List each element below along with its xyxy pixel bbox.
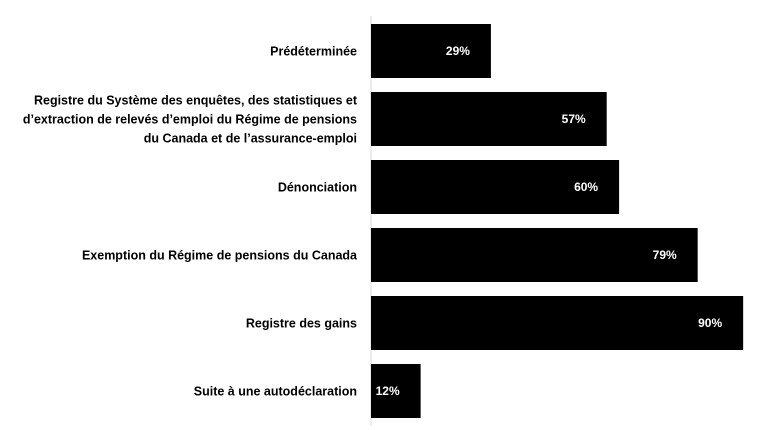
value-label-2: 60% bbox=[574, 180, 598, 194]
category-label-line: du Canada et de l’assurance-emploi bbox=[144, 132, 357, 146]
value-label-3: 79% bbox=[653, 248, 677, 262]
bar-0 bbox=[371, 24, 491, 78]
category-label-5: Suite à une autodéclaration bbox=[194, 385, 357, 399]
value-label-1: 57% bbox=[562, 112, 586, 126]
bar-5 bbox=[371, 364, 421, 418]
category-label-line: Prédéterminée bbox=[270, 45, 357, 59]
bar-2 bbox=[371, 160, 620, 214]
bar-1 bbox=[371, 92, 607, 146]
category-label-line: d’extraction de relevés d’emploi du Régi… bbox=[23, 113, 357, 127]
category-label-3: Exemption du Régime de pensions du Canad… bbox=[82, 249, 358, 263]
category-label-line: Suite à une autodéclaration bbox=[194, 385, 357, 399]
value-labels-group: 29% 57% 60% 79% 90% 12% bbox=[376, 44, 723, 398]
category-label-2: Dénonciation bbox=[278, 181, 357, 195]
category-label-4: Registre des gains bbox=[246, 317, 357, 331]
category-label-line: Dénonciation bbox=[278, 181, 357, 195]
category-labels-group: Prédéterminée Registre du Système des enq… bbox=[23, 45, 358, 399]
category-label-line: Exemption du Régime de pensions du Canad… bbox=[82, 249, 358, 263]
value-label-5: 12% bbox=[376, 384, 400, 398]
category-label-1: Registre du Système des enquêtes, des st… bbox=[23, 94, 358, 146]
value-label-0: 29% bbox=[446, 44, 470, 58]
bar-3 bbox=[371, 228, 698, 282]
category-label-line: Registre du Système des enquêtes, des st… bbox=[34, 94, 358, 108]
category-label-0: Prédéterminée bbox=[270, 45, 357, 59]
category-label-line: Registre des gains bbox=[246, 317, 357, 331]
bar-4 bbox=[371, 296, 744, 350]
bars-group bbox=[371, 24, 744, 418]
value-label-4: 90% bbox=[698, 316, 722, 330]
